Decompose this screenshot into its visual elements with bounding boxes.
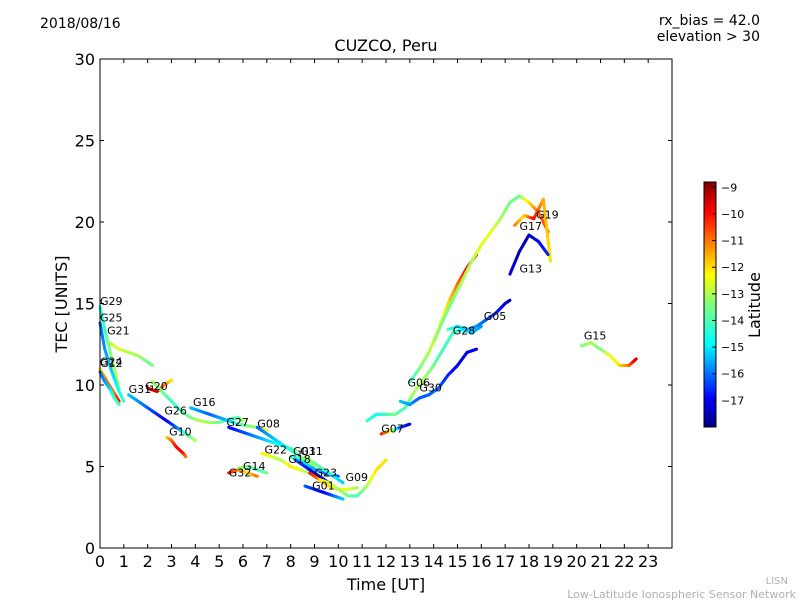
colorbar-tick-label: −9 <box>721 181 737 194</box>
x-tick-label: 0 <box>95 552 105 571</box>
trace-segment <box>342 482 343 483</box>
prn-label-g20: G20 <box>145 380 168 393</box>
trace-segment <box>636 359 637 360</box>
trace-g10 <box>167 437 186 457</box>
trace-segment <box>194 440 195 441</box>
prn-label-g30: G30 <box>419 382 442 395</box>
x-tick-label: 11 <box>352 552 372 571</box>
x-tick-label: 14 <box>423 552 443 571</box>
x-tick-label: 8 <box>286 552 296 571</box>
x-tick-label: 10 <box>328 552 348 571</box>
prn-label-g19: G19 <box>536 209 559 222</box>
x-tick-label: 15 <box>447 552 467 571</box>
x-tick-label: 9 <box>309 552 319 571</box>
x-tick-label: 12 <box>376 552 396 571</box>
trace-segment <box>547 253 548 254</box>
y-tick-label: 0 <box>85 539 95 558</box>
prn-label-g25: G25 <box>100 311 123 324</box>
prn-label-g05: G05 <box>484 310 507 323</box>
prn-label-g15: G15 <box>584 329 607 342</box>
x-axis-label: Time [UT] <box>346 575 425 594</box>
prn-label-g14: G14 <box>243 460 266 473</box>
prn-label-g21: G21 <box>107 324 130 337</box>
colorbar <box>704 182 716 427</box>
colorbar-tick-label: −13 <box>721 288 744 301</box>
trace-segment <box>480 326 481 327</box>
prn-label-g12: G12 <box>100 357 123 370</box>
y-tick-label: 15 <box>75 295 95 314</box>
trace-segment <box>385 460 386 461</box>
prn-label-g18: G18 <box>288 453 311 466</box>
x-tick-label: 6 <box>238 552 248 571</box>
colorbar-tick-label: −15 <box>721 341 744 354</box>
colorbar-tick-label: −14 <box>721 314 744 327</box>
prn-label-g26: G26 <box>164 404 187 417</box>
prn-label-g08: G08 <box>257 417 280 430</box>
x-tick-label: 3 <box>166 552 176 571</box>
colorbar-label: Latitude <box>745 272 764 338</box>
x-tick-label: 13 <box>400 552 420 571</box>
x-tick-label: 20 <box>566 552 586 571</box>
y-tick-label: 30 <box>75 50 95 69</box>
x-tick-label: 2 <box>143 552 153 571</box>
prn-label-g07: G07 <box>381 422 404 435</box>
prn-label-g29: G29 <box>100 295 123 308</box>
prn-label-g22: G22 <box>264 443 287 456</box>
x-tick-label: 22 <box>614 552 634 571</box>
y-axis-label: TEC [UNITS] <box>52 256 71 354</box>
prn-label-g10: G10 <box>169 426 192 439</box>
x-tick-label: 19 <box>543 552 563 571</box>
prn-label-g13: G13 <box>519 263 542 276</box>
x-tick-label: 7 <box>262 552 272 571</box>
trace-g15 <box>581 343 636 366</box>
y-tick-label: 25 <box>75 132 95 151</box>
prn-label-g16: G16 <box>193 396 216 409</box>
x-tick-label: 5 <box>214 552 224 571</box>
prn-label-g23: G23 <box>315 466 338 479</box>
trace-g06 <box>367 326 481 421</box>
prn-label-g09: G09 <box>345 471 368 484</box>
colorbar-tick-label: −12 <box>721 261 744 274</box>
x-tick-label: 18 <box>519 552 539 571</box>
plot-frame <box>100 59 672 548</box>
prn-label-g17: G17 <box>519 220 542 233</box>
y-tick-label: 10 <box>75 376 95 395</box>
prn-label-g27: G27 <box>226 416 249 429</box>
trace-segment <box>550 255 551 261</box>
footer-lisn: LISN <box>766 576 788 587</box>
y-tick-label: 5 <box>85 458 95 477</box>
prn-label-g28: G28 <box>453 324 476 337</box>
x-tick-label: 4 <box>190 552 200 571</box>
x-tick-label: 17 <box>495 552 515 571</box>
x-tick-label: 1 <box>119 552 129 571</box>
x-tick-label: 16 <box>471 552 491 571</box>
prn-label-g01: G01 <box>312 479 335 492</box>
footer-network: Low-Latitude Ionospheric Sensor Network <box>567 588 796 601</box>
colorbar-tick-label: −17 <box>721 394 744 407</box>
colorbar-tick-label: −16 <box>721 368 744 381</box>
x-tick-label: 21 <box>590 552 610 571</box>
x-tick-label: 23 <box>638 552 658 571</box>
y-tick-label: 20 <box>75 213 95 232</box>
colorbar-tick-label: −10 <box>721 208 744 221</box>
colorbar-tick-label: −11 <box>721 235 744 248</box>
